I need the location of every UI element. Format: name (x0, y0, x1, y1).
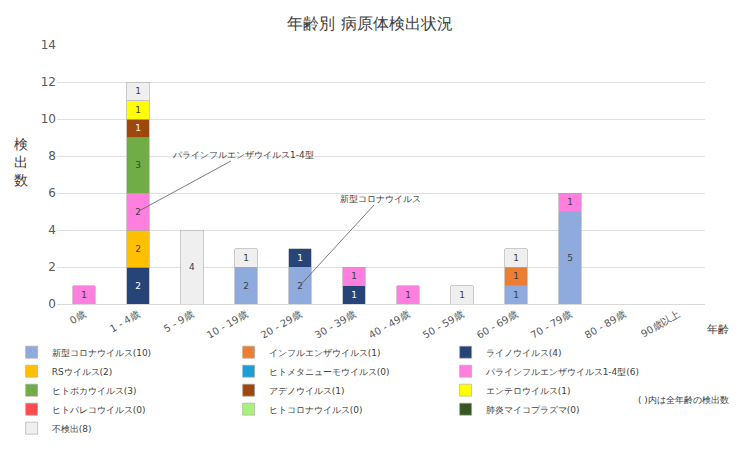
svg-text:1: 1 (459, 290, 465, 300)
svg-text:年齢別 病原体検出状況: 年齢別 病原体検出状況 (287, 14, 452, 33)
svg-text:1: 1 (351, 290, 357, 300)
svg-text:ライノウイルス(4): ライノウイルス(4) (486, 348, 562, 358)
svg-text:50 - 59歳: 50 - 59歳 (421, 309, 466, 341)
svg-text:10 - 19歳: 10 - 19歳 (205, 309, 250, 341)
svg-text:30 - 39歳: 30 - 39歳 (313, 309, 358, 341)
svg-text:5: 5 (567, 253, 573, 263)
svg-text:年齢: 年齢 (707, 323, 729, 336)
svg-text:1: 1 (135, 123, 141, 133)
svg-text:1: 1 (81, 290, 87, 300)
svg-text:2: 2 (135, 207, 141, 217)
svg-text:14: 14 (41, 38, 56, 52)
svg-text:4: 4 (189, 262, 195, 272)
svg-text:不検出(8): 不検出(8) (52, 424, 92, 434)
svg-text:10: 10 (41, 112, 56, 126)
svg-text:1: 1 (351, 271, 357, 281)
svg-text:パラインフルエンザウイルス1-4型: パラインフルエンザウイルス1-4型 (172, 150, 314, 160)
svg-text:0歳: 0歳 (68, 309, 88, 327)
svg-text:検出数: 検出数 (14, 136, 28, 188)
svg-text:40 - 49歳: 40 - 49歳 (367, 309, 412, 341)
svg-text:新型コロナウイルス(10): 新型コロナウイルス(10) (52, 348, 151, 358)
svg-text:60 - 69歳: 60 - 69歳 (475, 309, 520, 341)
svg-text:80 - 89歳: 80 - 89歳 (583, 309, 628, 341)
svg-text:6: 6 (48, 186, 56, 200)
svg-text:1: 1 (135, 86, 141, 96)
svg-text:新型コロナウイルス: 新型コロナウイルス (340, 194, 421, 204)
svg-text:2: 2 (243, 281, 249, 291)
svg-text:ヒトメタニューモウイルス(0): ヒトメタニューモウイルス(0) (269, 367, 390, 377)
svg-text:RSウイルス(2): RSウイルス(2) (52, 367, 113, 377)
svg-text:インフルエンザウイルス(1): インフルエンザウイルス(1) (269, 348, 381, 358)
svg-text:1: 1 (513, 271, 519, 281)
svg-text:パラインフルエンザウイルス1-4型(6): パラインフルエンザウイルス1-4型(6) (485, 367, 639, 377)
svg-text:1: 1 (567, 197, 573, 207)
svg-text:70 - 79歳: 70 - 79歳 (529, 309, 574, 341)
svg-text:5 - 9歳: 5 - 9歳 (162, 309, 196, 335)
svg-text:90歳以上: 90歳以上 (639, 309, 682, 340)
svg-text:ヒトボカウイルス(3): ヒトボカウイルス(3) (52, 386, 137, 396)
svg-text:2: 2 (297, 281, 303, 291)
svg-text:1: 1 (513, 253, 519, 263)
svg-text:1: 1 (405, 290, 411, 300)
svg-text:1: 1 (243, 253, 249, 263)
svg-text:3: 3 (135, 160, 141, 170)
svg-text:0: 0 (48, 297, 56, 311)
svg-text:20 - 29歳: 20 - 29歳 (259, 309, 304, 341)
svg-text:1 - 4歳: 1 - 4歳 (108, 309, 142, 335)
svg-text:12: 12 (41, 75, 56, 89)
svg-text:8: 8 (48, 149, 56, 163)
svg-text:エンテロウイルス(1): エンテロウイルス(1) (486, 386, 571, 396)
svg-text:肺炎マイコプラズマ(0): 肺炎マイコプラズマ(0) (486, 405, 580, 415)
svg-text:ヒトパレコウイルス(0): ヒトパレコウイルス(0) (52, 405, 146, 415)
svg-text:2: 2 (48, 260, 56, 274)
svg-text:( )内は全年齢の検出数: ( )内は全年齢の検出数 (638, 395, 729, 405)
svg-text:4: 4 (48, 223, 56, 237)
svg-text:2: 2 (135, 281, 141, 291)
svg-text:ヒトコロナウイルス(0): ヒトコロナウイルス(0) (269, 405, 363, 415)
svg-text:2: 2 (135, 244, 141, 254)
svg-text:1: 1 (513, 290, 519, 300)
svg-text:1: 1 (297, 253, 303, 263)
svg-text:アデノウイルス(1): アデノウイルス(1) (269, 386, 345, 396)
svg-text:1: 1 (135, 105, 141, 115)
